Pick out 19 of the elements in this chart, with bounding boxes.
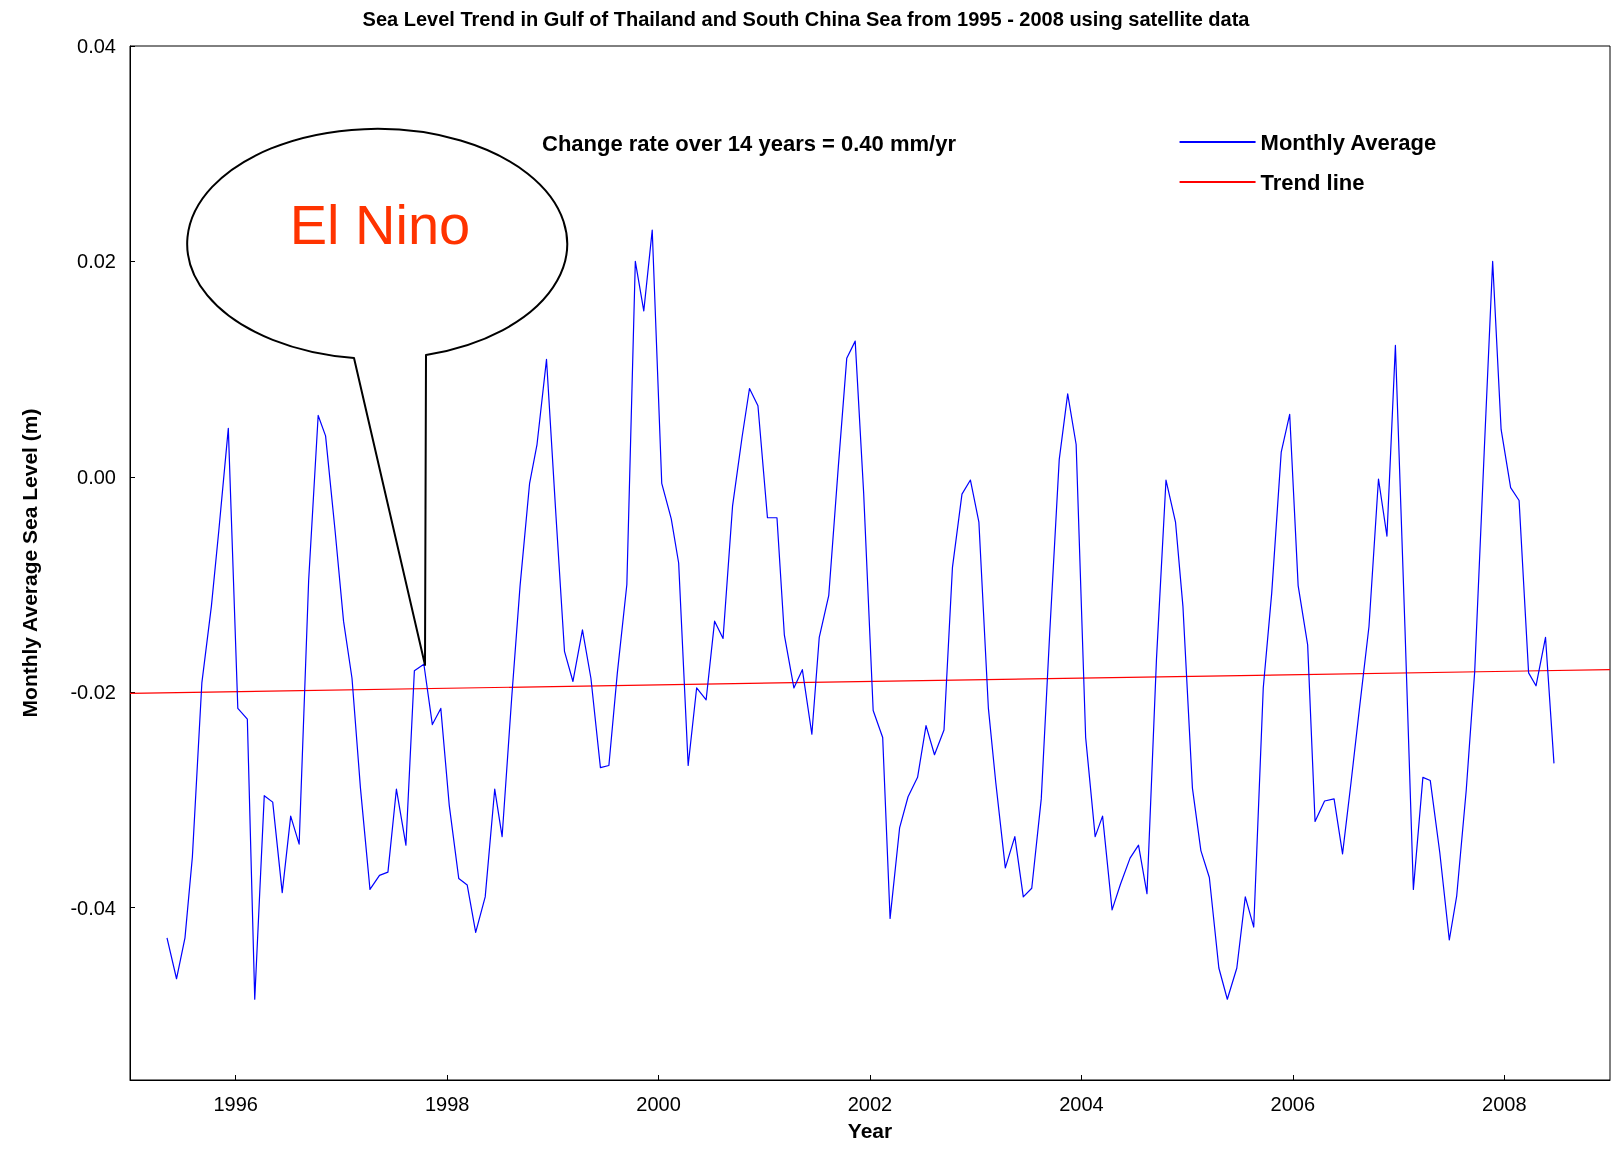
y-tick-label: 0.02 — [77, 250, 116, 273]
x-tick-label: 2002 — [847, 1093, 893, 1115]
x-tick-label: 2008 — [1482, 1093, 1527, 1115]
y-axis-title: Monthly Average Sea Level (m) — [18, 408, 41, 718]
x-tick-label: 1998 — [424, 1093, 470, 1115]
x-axis-title: Year — [847, 1119, 893, 1142]
y-tick-label: 0.00 — [77, 465, 116, 488]
x-tick-label: 2000 — [636, 1093, 681, 1115]
x-tick-label: 2006 — [1270, 1093, 1316, 1115]
x-tick-label: 2004 — [1059, 1093, 1104, 1115]
y-tick-label: 0.04 — [77, 35, 116, 57]
legend-label: Trend line — [1260, 169, 1365, 195]
annotation: Change rate over 14 years = 0.40 mm/yr — [542, 130, 957, 156]
chart-title: Sea Level Trend in Gulf of Thailand and South China Sea from 1995 - 2008 using satellite data — [362, 8, 1251, 30]
legend-label: Monthly Average — [1260, 129, 1437, 155]
x-tick-label: 1996 — [213, 1093, 258, 1115]
annotation: El Nino — [289, 192, 471, 256]
y-tick-label: -0.04 — [70, 896, 116, 919]
y-tick-label: -0.02 — [70, 681, 116, 704]
